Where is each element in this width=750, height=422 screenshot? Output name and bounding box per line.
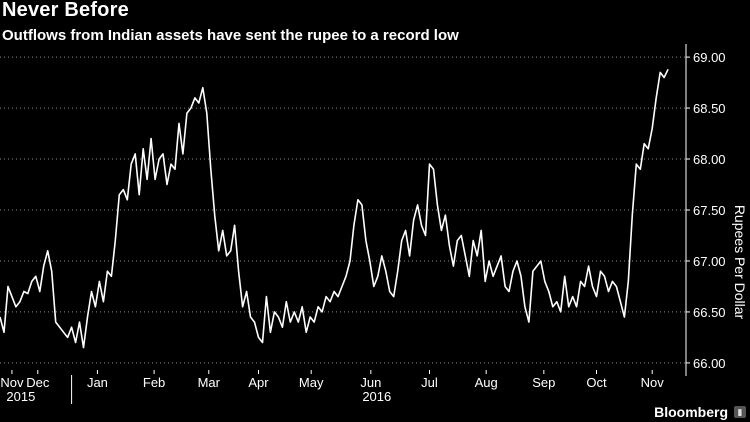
x-tick-label: Aug (475, 375, 498, 390)
x-tick-label: Oct (586, 375, 607, 390)
y-tick-label: 66.50 (693, 305, 726, 320)
y-axis-label: Rupees Per Dollar (732, 205, 748, 320)
series-line-usd-inr (0, 68, 669, 349)
x-year-label: 2015 (6, 389, 35, 404)
x-tick-label: Apr (248, 375, 269, 390)
y-tick-label: 68.00 (693, 152, 726, 167)
x-tick-label: Nov (0, 375, 24, 390)
x-tick-label: Jan (87, 375, 108, 390)
x-tick-label: Jun (360, 375, 381, 390)
bloomberg-mark-icon: ▮ (734, 406, 746, 418)
y-tick-label: 69.00 (693, 50, 726, 65)
y-axis: 66.00 66.50 67.00 67.50 68.00 68.50 69.00 (685, 44, 726, 376)
x-tick-label: Sep (532, 375, 555, 390)
x-tick-label: May (299, 375, 324, 390)
x-tick-label: Mar (198, 375, 221, 390)
x-tick-label: Dec (26, 375, 50, 390)
brand-logo-text: Bloomberg (654, 404, 728, 420)
y-tick-label: 66.00 (693, 356, 726, 371)
y-tick-label: 67.50 (693, 203, 726, 218)
x-tick-label: Feb (143, 375, 165, 390)
chart-title: Never Before (2, 0, 129, 21)
x-tick-label: Nov (641, 375, 665, 390)
series-group (0, 68, 669, 349)
x-axis: Nov Dec Jan Feb Mar Apr May Jun Jul Aug Sep Oct Nov2… (0, 370, 664, 404)
y-tick-label: 68.50 (693, 101, 726, 116)
x-year-label: 2016 (362, 389, 391, 404)
gridlines (0, 56, 686, 364)
x-tick-label: Jul (421, 375, 438, 390)
chart-subtitle: Outflows from Indian assets have sent th… (2, 27, 459, 44)
y-tick-label: 67.00 (693, 254, 726, 269)
